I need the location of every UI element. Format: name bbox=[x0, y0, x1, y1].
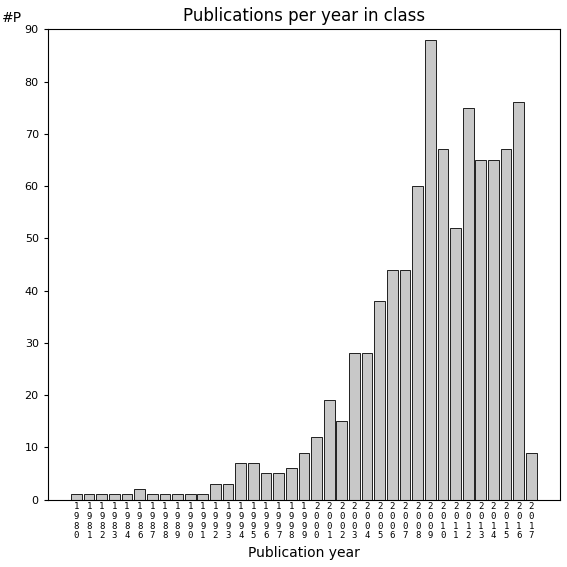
Bar bbox=[513, 103, 524, 500]
Bar bbox=[387, 270, 397, 500]
Bar bbox=[336, 421, 347, 500]
Bar bbox=[121, 494, 132, 500]
Bar bbox=[172, 494, 183, 500]
Bar bbox=[71, 494, 82, 500]
Title: Publications per year in class: Publications per year in class bbox=[183, 7, 425, 25]
Bar bbox=[235, 463, 246, 500]
Bar bbox=[438, 150, 448, 500]
Bar bbox=[463, 108, 473, 500]
Bar bbox=[197, 494, 208, 500]
Bar bbox=[526, 452, 537, 500]
Bar bbox=[159, 494, 170, 500]
Bar bbox=[273, 473, 284, 500]
Bar bbox=[425, 40, 435, 500]
Bar bbox=[261, 473, 272, 500]
Bar bbox=[109, 494, 120, 500]
Bar bbox=[96, 494, 107, 500]
Bar bbox=[412, 186, 423, 500]
Bar bbox=[324, 400, 335, 500]
Bar bbox=[362, 353, 373, 500]
Bar bbox=[84, 494, 95, 500]
Bar bbox=[248, 463, 259, 500]
Bar bbox=[501, 150, 511, 500]
Bar bbox=[349, 353, 360, 500]
Bar bbox=[299, 452, 309, 500]
Bar bbox=[311, 437, 322, 500]
Bar bbox=[223, 484, 234, 500]
Bar bbox=[185, 494, 196, 500]
Bar bbox=[210, 484, 221, 500]
X-axis label: Publication year: Publication year bbox=[248, 546, 360, 560]
Bar bbox=[374, 301, 385, 500]
Bar bbox=[450, 228, 461, 500]
Bar bbox=[488, 160, 499, 500]
Bar bbox=[147, 494, 158, 500]
Y-axis label: #P: #P bbox=[2, 11, 22, 24]
Bar bbox=[476, 160, 486, 500]
Bar bbox=[134, 489, 145, 500]
Bar bbox=[400, 270, 411, 500]
Bar bbox=[286, 468, 297, 500]
